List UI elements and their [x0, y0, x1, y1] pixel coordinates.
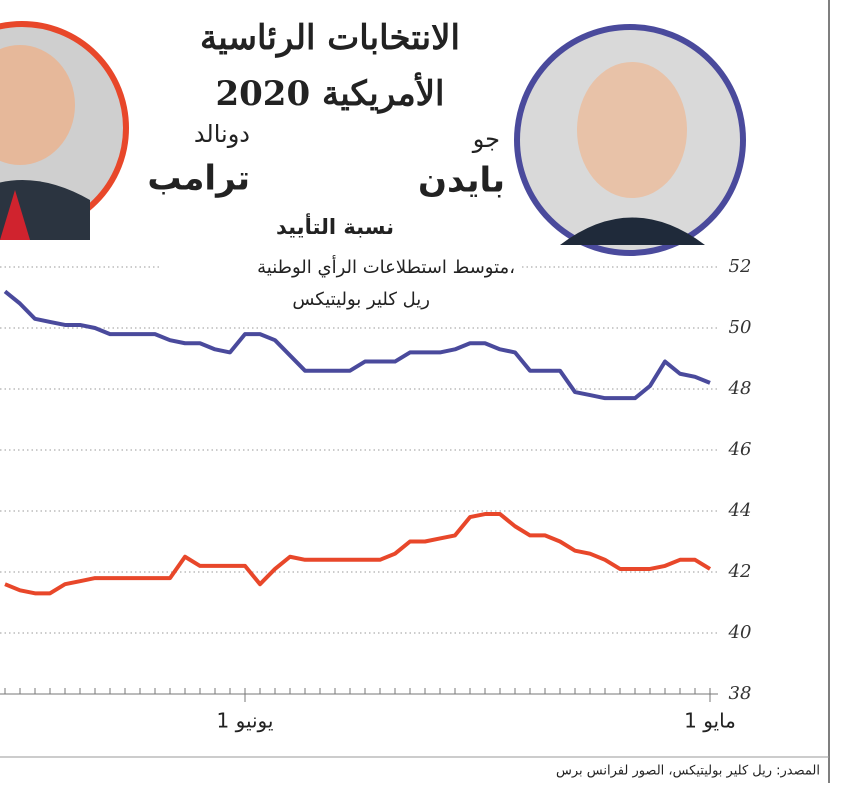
y-tick-label: 50	[729, 317, 752, 338]
y-tick-label: 46	[728, 439, 752, 460]
trump-photo	[0, 21, 129, 240]
legend-label: بايدن	[418, 161, 505, 201]
biden-photo	[514, 24, 746, 256]
note-line-2: ريل كلير بوليتيكس	[292, 289, 430, 310]
note-background	[160, 255, 520, 313]
line	[3, 289, 711, 401]
source: المصدر: ريل كلير بوليتيكس، الصور لفرانس …	[556, 764, 820, 779]
x-tick-label: 1 مايو	[684, 709, 736, 733]
title-line-2: الأمريكية 2020	[215, 72, 444, 114]
biden-first-name: جو	[472, 125, 500, 153]
y-tick-label: 48	[728, 378, 752, 399]
trump-first-name: دونالد	[194, 120, 250, 148]
x-tick-label: 1 يونيو	[217, 709, 274, 733]
y-tick-label: 52	[729, 256, 752, 277]
y-tick-label: 40	[728, 622, 752, 643]
line	[4, 512, 712, 596]
note-line-1: متوسط استطلاعات الرأي الوطنية،	[257, 255, 515, 278]
y-tick-label: 44	[728, 500, 752, 521]
legend-label: ترامب	[147, 159, 250, 199]
y-tick-label: 42	[728, 561, 752, 582]
subtitle: نسبة التأييد	[276, 212, 394, 239]
y-tick-label: 38	[729, 683, 752, 704]
title-line-1: الانتخابات الرئاسية	[200, 18, 460, 58]
